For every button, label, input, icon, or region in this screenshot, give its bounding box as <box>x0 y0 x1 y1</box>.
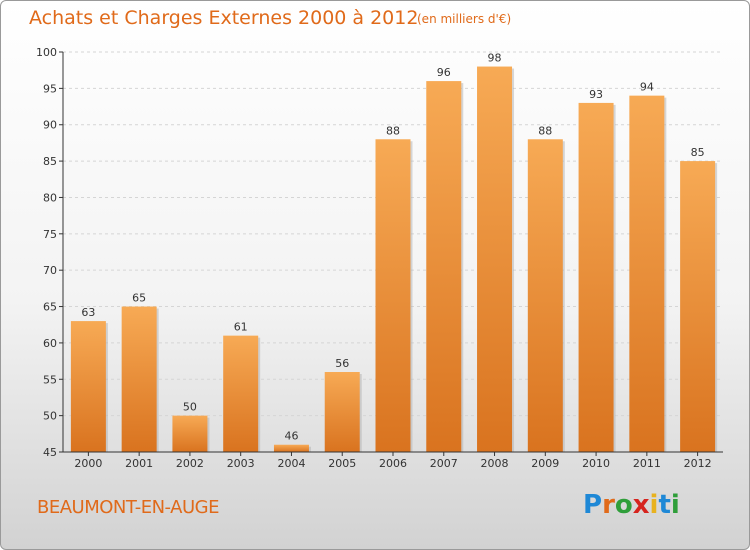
bar-value-label: 50 <box>183 401 197 414</box>
x-tick-label: 2012 <box>684 457 712 470</box>
bar <box>426 81 462 452</box>
bar-value-label: 63 <box>81 306 95 319</box>
y-tick-label: 85 <box>43 155 57 168</box>
logo-letter: x <box>632 490 650 520</box>
bar <box>629 95 665 453</box>
chart-title: Achats et Charges Externes 2000 à 2012 <box>29 7 419 29</box>
y-tick-label: 50 <box>43 410 57 423</box>
bar-value-label: 96 <box>437 66 451 79</box>
bar-value-label: 85 <box>691 146 705 159</box>
bar <box>578 102 614 452</box>
y-tick-label: 75 <box>43 228 57 241</box>
y-tick-label: 65 <box>43 301 57 314</box>
bar-value-label: 65 <box>132 292 146 305</box>
y-tick-label: 60 <box>43 337 57 350</box>
bar <box>680 161 716 452</box>
y-tick-label: 80 <box>43 191 57 204</box>
x-tick-label: 2004 <box>277 457 305 470</box>
location-label: BEAUMONT-EN-AUGE <box>37 497 219 518</box>
bar <box>527 139 563 453</box>
y-tick-label: 45 <box>43 446 57 459</box>
bar <box>121 306 157 452</box>
bar-value-label: 61 <box>234 321 248 334</box>
x-tick-label: 2007 <box>430 457 458 470</box>
x-tick-label: 2010 <box>582 457 610 470</box>
x-tick-label: 2011 <box>633 457 661 470</box>
logo-letter: P <box>583 490 603 520</box>
bar-value-label: 56 <box>335 357 349 370</box>
bar-value-label: 46 <box>284 430 298 443</box>
y-tick-label: 70 <box>43 264 57 277</box>
x-tick-label: 2006 <box>379 457 407 470</box>
y-tick-label: 100 <box>36 46 57 59</box>
proxiti-logo[interactable]: Proxiti <box>583 490 680 520</box>
y-tick-label: 95 <box>43 82 57 95</box>
logo-letter: i <box>649 490 659 520</box>
bar-value-label: 98 <box>488 52 502 65</box>
logo-letter: o <box>614 490 633 520</box>
bar <box>172 415 208 452</box>
axes: 45 50 55 60 65 70 75 80 85 90 95 100 2000 2001 2002 200… <box>36 46 723 470</box>
logo-letter: i <box>670 490 680 520</box>
x-tick-label: 2009 <box>531 457 559 470</box>
chart-subtitle: (en milliers d'€) <box>417 12 512 26</box>
bar <box>375 139 411 453</box>
bar <box>70 321 106 452</box>
bars: 63 65 50 61 46 56 88 96 98 88 93 94 85 <box>70 52 718 453</box>
x-tick-label: 2002 <box>176 457 204 470</box>
bar <box>273 444 309 452</box>
x-tick-label: 2008 <box>481 457 509 470</box>
x-tick-label: 2001 <box>125 457 153 470</box>
bar <box>477 66 513 452</box>
bar-value-label: 88 <box>538 124 552 137</box>
x-tick-label: 2003 <box>227 457 255 470</box>
logo-letter: t <box>658 490 671 520</box>
x-tick-label: 2000 <box>74 457 102 470</box>
bar-value-label: 94 <box>640 81 654 94</box>
bar-value-label: 88 <box>386 124 400 137</box>
bar <box>223 335 259 452</box>
logo-letter: r <box>602 490 615 520</box>
bar <box>324 372 360 452</box>
y-tick-label: 90 <box>43 119 57 132</box>
x-tick-label: 2005 <box>328 457 356 470</box>
bar-value-label: 93 <box>589 88 603 101</box>
y-tick-label: 55 <box>43 373 57 386</box>
